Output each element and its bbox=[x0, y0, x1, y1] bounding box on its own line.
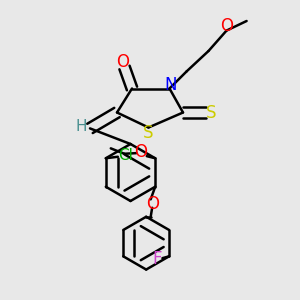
Text: Cl: Cl bbox=[118, 148, 133, 163]
Text: H: H bbox=[76, 119, 87, 134]
Text: N: N bbox=[165, 76, 177, 94]
Text: F: F bbox=[152, 250, 162, 268]
Text: S: S bbox=[143, 124, 154, 142]
Text: O: O bbox=[116, 53, 130, 71]
Text: O: O bbox=[146, 195, 159, 213]
Text: O: O bbox=[220, 17, 234, 35]
Text: O: O bbox=[134, 143, 147, 161]
Text: S: S bbox=[206, 103, 216, 122]
